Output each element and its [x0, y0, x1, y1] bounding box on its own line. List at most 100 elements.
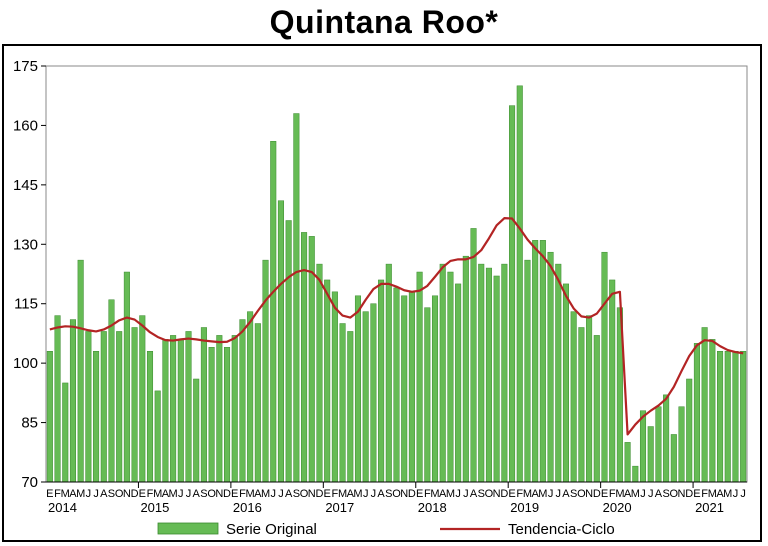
x-tick-label: M [153, 488, 162, 500]
x-tick-label: D [593, 488, 601, 500]
bar [539, 240, 546, 483]
bar [146, 351, 154, 483]
x-tick-label: J [93, 488, 99, 500]
bar [293, 113, 300, 483]
x-tick-label: M [538, 488, 547, 500]
x-tick-label: E [139, 488, 146, 500]
year-label: 2021 [695, 500, 724, 515]
x-tick-label: F [239, 488, 246, 500]
bar [632, 465, 639, 483]
bar [370, 303, 377, 483]
bar [224, 347, 231, 483]
y-tick-label: 70 [21, 474, 38, 491]
year-label: 2014 [48, 500, 77, 515]
x-tick-label: N [400, 488, 408, 500]
bar [670, 434, 677, 483]
legend: Serie Original Tendencia-Ciclo [157, 521, 615, 538]
x-tick-label: J [271, 488, 277, 500]
bar [277, 200, 284, 483]
x-tick-label: N [215, 488, 223, 500]
legend-label-bars: Serie Original [226, 521, 317, 538]
bar [100, 331, 107, 483]
x-tick-label: M [169, 488, 178, 500]
bar [116, 331, 123, 483]
bar [339, 323, 346, 483]
x-tick-label: A [193, 488, 201, 500]
bar [447, 271, 454, 483]
bar [732, 351, 739, 483]
x-tick-label: A [624, 488, 632, 500]
x-tick-label: S [293, 488, 300, 500]
bar [478, 263, 485, 483]
bar [177, 339, 184, 483]
x-tick-label: N [123, 488, 131, 500]
bar [693, 343, 700, 483]
bar [208, 347, 215, 483]
bar [316, 263, 323, 483]
x-tick-label: M [430, 488, 439, 500]
chart-title: Quintana Roo* [269, 4, 499, 40]
y-tick-label: 100 [13, 355, 38, 372]
x-tick-label: S [478, 488, 485, 500]
bar [231, 335, 238, 483]
bar [416, 271, 423, 483]
x-tick-label: M [446, 488, 455, 500]
year-label: 2015 [140, 500, 169, 515]
bar [485, 267, 492, 483]
x-tick-label: E [693, 488, 700, 500]
x-tick-label: J [640, 488, 646, 500]
x-tick-label: M [353, 488, 362, 500]
bar [547, 251, 554, 483]
bar [609, 279, 616, 483]
bar [385, 263, 392, 483]
x-tick-label: E [601, 488, 608, 500]
bar [624, 442, 631, 483]
bar [200, 327, 207, 483]
bar [254, 323, 261, 483]
bar [439, 263, 446, 483]
bar [285, 220, 292, 483]
bar [85, 331, 92, 483]
x-tick-label: J [740, 488, 746, 500]
bar [470, 228, 477, 483]
x-tick-label: M [523, 488, 532, 500]
x-tick-label: D [408, 488, 416, 500]
x-tick-label: E [323, 488, 330, 500]
bar [593, 335, 600, 483]
x-tick-label: A [162, 488, 170, 500]
x-tick-label: D [500, 488, 508, 500]
x-tick-label: S [385, 488, 392, 500]
x-tick-label: A [347, 488, 355, 500]
bar [347, 331, 354, 483]
bar [54, 315, 61, 483]
x-tick-label: E [508, 488, 515, 500]
x-tick-label: A [377, 488, 385, 500]
trend-series [49, 217, 744, 436]
x-tick-label: F [424, 488, 431, 500]
bar [555, 263, 562, 483]
bar [216, 335, 223, 483]
x-tick-label: N [585, 488, 593, 500]
x-tick-label: M [631, 488, 640, 500]
x-tick-label: J [363, 488, 369, 500]
bar [678, 406, 685, 483]
bar [270, 141, 277, 483]
x-tick-label: O [115, 488, 124, 500]
bar [462, 255, 469, 483]
y-tick-label: 85 [21, 415, 38, 432]
bar [239, 319, 246, 483]
y-axis: 70 85 100 115 130 145 160 175 [13, 58, 46, 491]
x-tick-label: D [223, 488, 231, 500]
x-tick-label: J [733, 488, 739, 500]
bar [247, 311, 254, 483]
bar [586, 315, 593, 483]
bar [69, 319, 76, 483]
x-tick-label: D [685, 488, 693, 500]
x-tick-label: O [670, 488, 679, 500]
bar [354, 295, 362, 483]
y-tick-label: 115 [14, 296, 38, 313]
bar [193, 378, 200, 483]
y-tick-label: 130 [13, 236, 38, 253]
bar [331, 291, 338, 483]
